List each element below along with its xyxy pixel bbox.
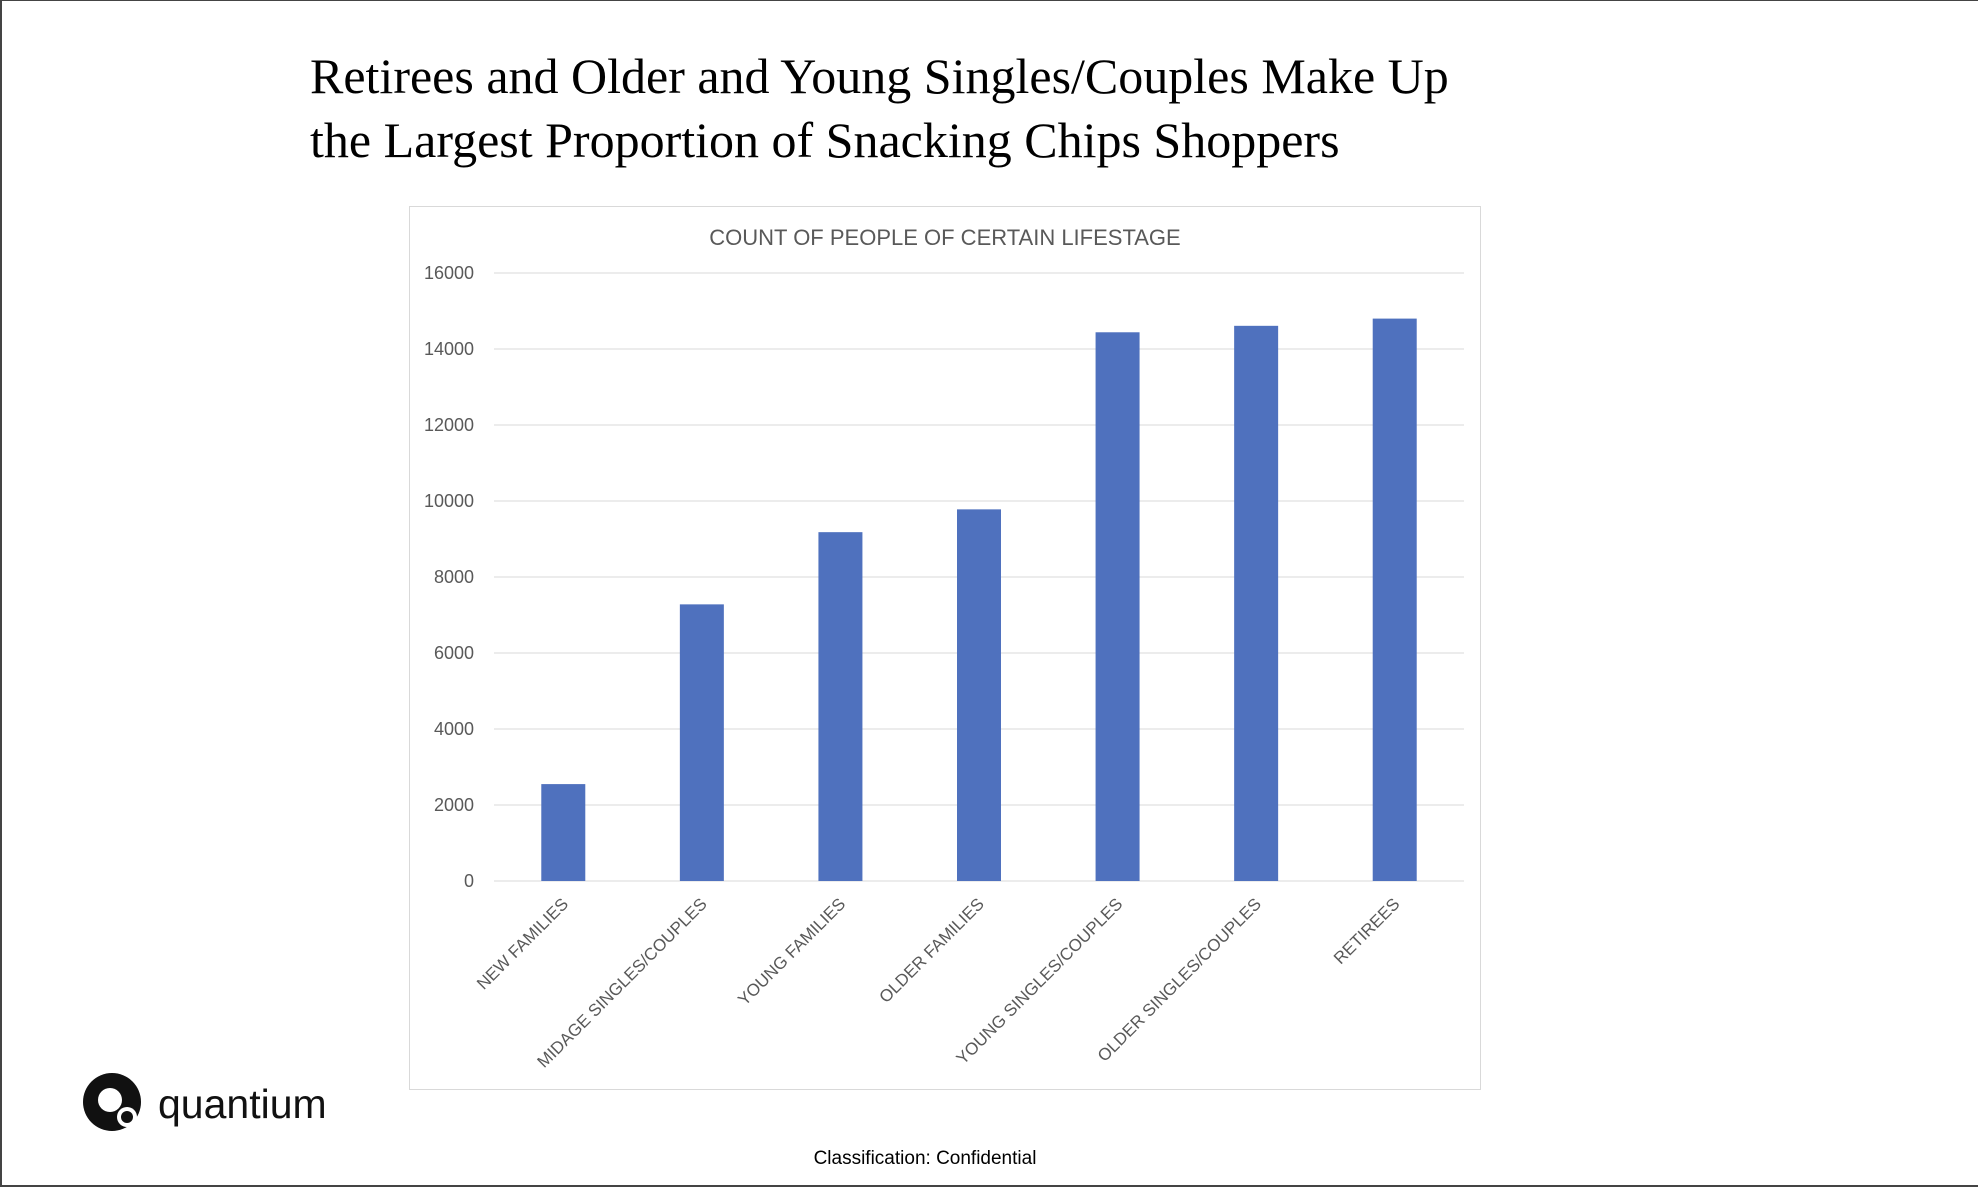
y-tick-label: 8000: [434, 567, 474, 587]
bar-midage-singles-couples: [679, 604, 724, 881]
y-tick-label: 4000: [434, 719, 474, 739]
slide-title: Retirees and Older and Young Singles/Cou…: [310, 44, 1710, 172]
x-tick-label: RETIREES: [1330, 894, 1404, 968]
bar-new-families: [541, 784, 586, 881]
x-tick-label: OLDER SINGLES/COUPLES: [1094, 894, 1265, 1065]
chart-title: COUNT OF PEOPLE OF CERTAIN LIFESTAGE: [709, 225, 1180, 250]
bar-young-singles-couples: [1095, 332, 1140, 881]
logo-wordmark: quantium: [158, 1080, 327, 1127]
quantium-logo-icon: [83, 1073, 141, 1131]
y-tick-label: 10000: [424, 491, 474, 511]
y-tick-label: 2000: [434, 795, 474, 815]
slide-title-line-2: the Largest Proportion of Snacking Chips…: [310, 112, 1340, 168]
y-tick-label: 6000: [434, 643, 474, 663]
x-tick-label: NEW FAMILIES: [473, 894, 572, 993]
y-tick-label: 0: [464, 871, 474, 891]
x-tick-label: MIDAGE SINGLES/COUPLES: [534, 894, 711, 1071]
y-tick-label: 12000: [424, 415, 474, 435]
slide-title-line-1: Retirees and Older and Young Singles/Cou…: [310, 48, 1449, 104]
y-tick-label: 16000: [424, 263, 474, 283]
quantium-logo: quantium: [82, 1072, 327, 1136]
x-tick-label: OLDER FAMILIES: [876, 894, 988, 1006]
bar-chart: COUNT OF PEOPLE OF CERTAIN LIFESTAGE 0 20…: [424, 225, 1464, 1071]
x-tick-label: YOUNG FAMILIES: [734, 894, 849, 1009]
bar-young-families: [818, 532, 863, 881]
chart-container: COUNT OF PEOPLE OF CERTAIN LIFESTAGE 0 20…: [409, 206, 1481, 1090]
classification-label: Classification: Confidential: [813, 1148, 1037, 1169]
y-tick-label: 14000: [424, 339, 474, 359]
bar-older-singles-couples: [1234, 325, 1279, 881]
bar-older-families: [957, 509, 1001, 881]
bar-retirees: [1372, 318, 1417, 882]
x-tick-label: YOUNG SINGLES/COUPLES: [953, 894, 1127, 1068]
